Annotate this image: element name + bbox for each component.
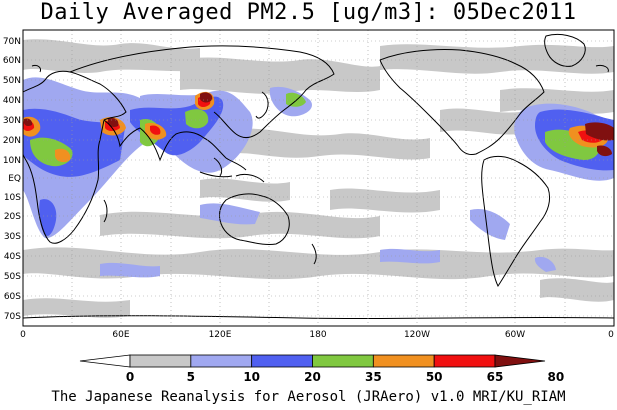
coastlines bbox=[23, 33, 614, 320]
colorbar-swatch bbox=[190, 354, 253, 368]
lon-label: 180 bbox=[309, 330, 326, 340]
map-title: Daily Averaged PM2.5 [ug/m3]: 05Dec2011 bbox=[40, 0, 577, 25]
lat-label: 30S bbox=[4, 232, 21, 242]
colorbar: 0 5 10 20 35 50 65 80 bbox=[79, 354, 564, 384]
colorbar-label: 0 bbox=[126, 370, 134, 384]
pm25-field bbox=[23, 30, 614, 326]
lon-label: 120E bbox=[209, 330, 232, 340]
lon-label: 120W bbox=[404, 330, 430, 340]
colorbar-label: 65 bbox=[487, 370, 504, 384]
colorbar-label: 10 bbox=[243, 370, 260, 384]
colorbar-label: 35 bbox=[365, 370, 382, 384]
footer-credit: The Japanese Reanalysis for Aerosol (JRA… bbox=[51, 389, 566, 405]
lat-label: 70S bbox=[4, 312, 21, 322]
lat-label: 60S bbox=[4, 292, 21, 302]
colorbar-swatch bbox=[433, 354, 496, 368]
map-grid bbox=[23, 30, 614, 326]
lon-label: 60E bbox=[112, 330, 129, 340]
lon-label: 0 bbox=[608, 330, 614, 340]
lat-label: 20N bbox=[3, 136, 21, 146]
level-80-plus bbox=[24, 92, 614, 157]
colorbar-swatch bbox=[129, 354, 192, 368]
colorbar-swatch bbox=[251, 354, 313, 368]
colorbar-swatch bbox=[312, 354, 374, 368]
lon-label: 60W bbox=[505, 330, 525, 340]
lat-label: 50N bbox=[3, 76, 21, 86]
colorbar-label: 50 bbox=[426, 370, 443, 384]
lat-label: 60N bbox=[3, 56, 21, 66]
lat-label: 30N bbox=[3, 116, 21, 126]
colorbar-swatch bbox=[494, 354, 546, 368]
colorbar-label: 20 bbox=[304, 370, 321, 384]
lat-label: 20S bbox=[4, 212, 21, 222]
lat-label: 10S bbox=[4, 193, 21, 203]
colorbar-label: 5 bbox=[187, 370, 195, 384]
lat-label: 10N bbox=[3, 156, 21, 166]
map-frame bbox=[22, 29, 615, 327]
latitude-labels: 70N 60N 50N 40N 30N 20N 10N EQ 10S 20S 3… bbox=[3, 37, 21, 322]
colorbar-swatch bbox=[79, 354, 131, 368]
lat-label: 40S bbox=[4, 252, 21, 262]
colorbar-label: 80 bbox=[547, 370, 564, 384]
longitude-labels: 0 60E 120E 180 120W 60W 0 bbox=[20, 330, 614, 340]
lon-label: 0 bbox=[20, 330, 26, 340]
lat-label: 40N bbox=[3, 96, 21, 106]
lat-label: 50S bbox=[4, 272, 21, 282]
lat-label: 70N bbox=[3, 37, 21, 47]
lat-label: EQ bbox=[8, 174, 21, 184]
colorbar-swatch bbox=[372, 354, 435, 368]
